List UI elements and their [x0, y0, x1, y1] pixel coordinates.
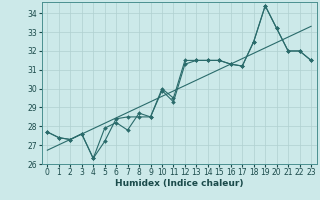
X-axis label: Humidex (Indice chaleur): Humidex (Indice chaleur) [115, 179, 244, 188]
